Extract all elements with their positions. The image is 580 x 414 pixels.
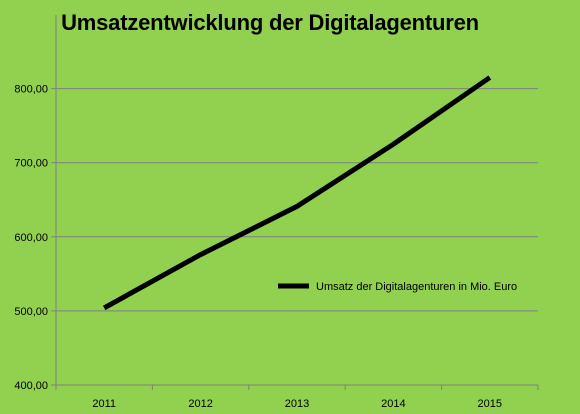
- chart-title: Umsatzentwicklung der Digitalagenturen: [61, 10, 479, 35]
- y-tick-label: 500,00: [14, 306, 48, 318]
- gridlines: [56, 88, 538, 312]
- axes: [51, 15, 539, 390]
- x-tick-label: 2012: [188, 398, 212, 410]
- x-tick-label: 2013: [285, 398, 309, 410]
- x-tick-label: 2014: [381, 398, 405, 410]
- series-group: [102, 75, 492, 311]
- y-tick-label: 600,00: [14, 232, 48, 244]
- legend: Umsatz der Digitalagenturen in Mio. Euro: [278, 281, 517, 293]
- x-tick-label: 2011: [92, 398, 116, 410]
- y-tick-label: 400,00: [14, 380, 48, 392]
- x-tick-label: 2015: [478, 398, 502, 410]
- y-tick-labels: 400,00 500,00 600,00 700,00 800,00: [14, 84, 48, 392]
- x-tick-labels: 2011 2012 2013 2014 2015: [92, 398, 502, 410]
- series-line: [102, 75, 492, 311]
- y-tick-label: 800,00: [14, 84, 48, 96]
- y-tick-label: 700,00: [14, 158, 48, 170]
- legend-label: Umsatz der Digitalagenturen in Mio. Euro: [316, 281, 517, 293]
